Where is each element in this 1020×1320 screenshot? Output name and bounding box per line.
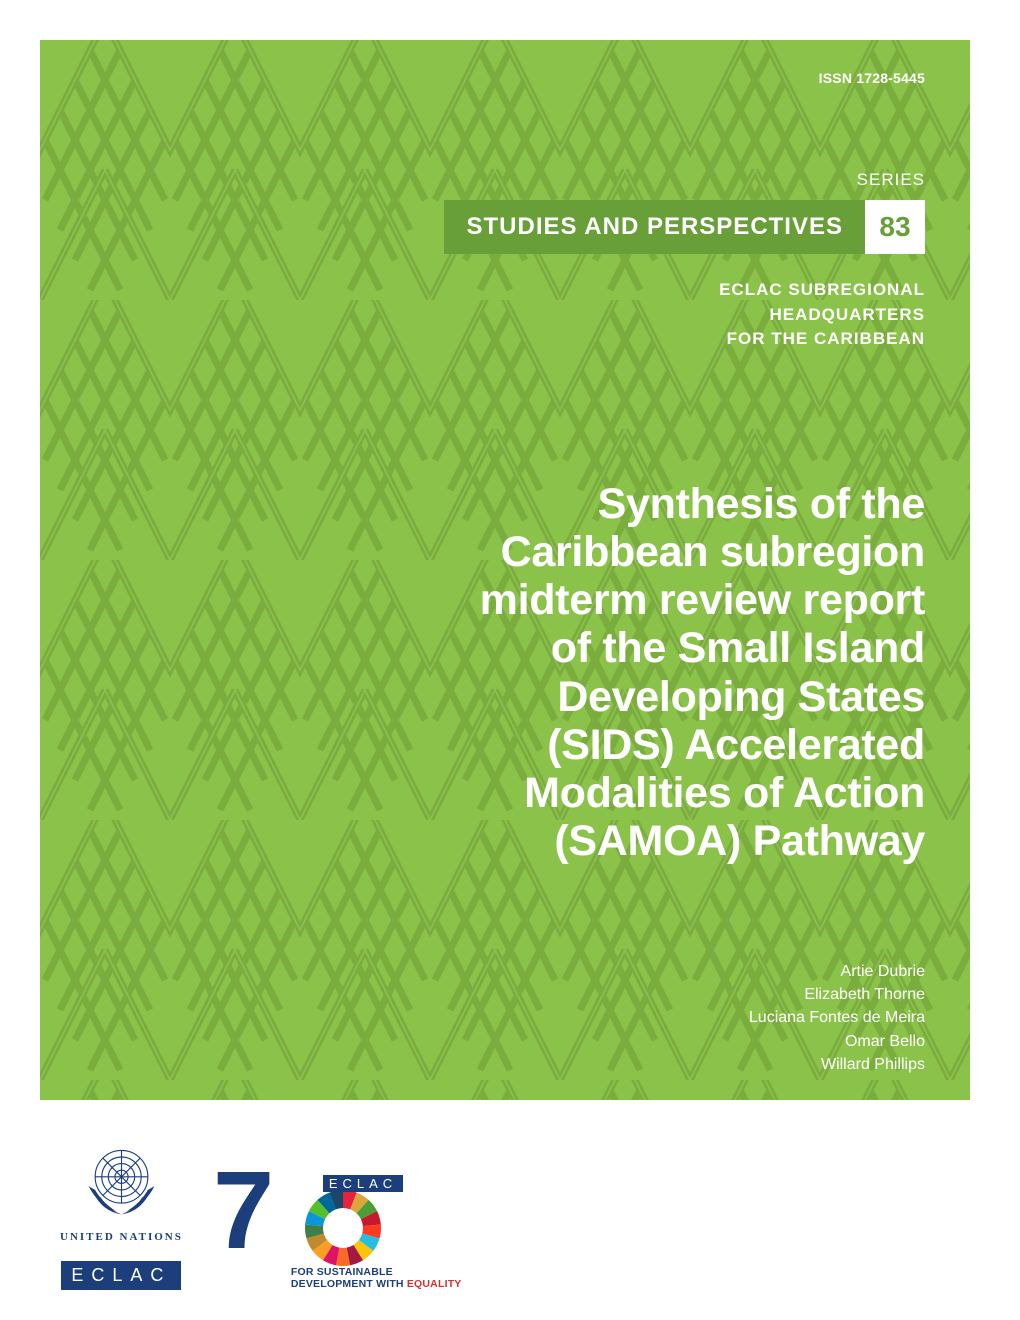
tagline-line2b: EQUALITY	[407, 1278, 462, 1290]
seventy-tagline: FOR SUSTAINABLE DEVELOPMENT WITH EQUALIT…	[291, 1266, 462, 1290]
document-title: Synthesis of the Caribbean subregion mid…	[455, 480, 925, 865]
svg-text:7: 7	[213, 1153, 270, 1268]
seventy-icon: 7	[213, 1153, 423, 1268]
series-subtitle: ECLAC SUBREGIONALHEADQUARTERSFOR THE CAR…	[719, 278, 925, 352]
eclac-badge: ECLAC	[61, 1261, 181, 1290]
authors-list: Artie DubrieElizabeth ThorneLuciana Font…	[749, 960, 925, 1076]
un-emblem-icon	[74, 1141, 169, 1221]
issn-label: ISSN 1728-5445	[819, 70, 925, 86]
tagline-line2a: DEVELOPMENT WITH	[291, 1278, 407, 1290]
series-label: SERIES	[857, 170, 925, 190]
series-number: 83	[865, 200, 925, 254]
un-text: UNITED NATIONS	[60, 1231, 183, 1243]
un-logo-block: UNITED NATIONS ECLAC	[60, 1141, 183, 1290]
series-bar: STUDIES AND PERSPECTIVES 83	[444, 200, 925, 254]
cover-panel: ISSN 1728-5445 SERIES STUDIES AND PERSPE…	[40, 40, 970, 1100]
logos-row: UNITED NATIONS ECLAC 7 ECLAC FOR SUSTAIN…	[60, 1141, 462, 1290]
seventy-eclac-badge: ECLAC	[323, 1175, 403, 1192]
series-title: STUDIES AND PERSPECTIVES	[444, 200, 865, 254]
seventy-logo-block: 7 ECLAC FOR SUSTAINABLE DEVELOPMENT WITH…	[213, 1153, 462, 1290]
